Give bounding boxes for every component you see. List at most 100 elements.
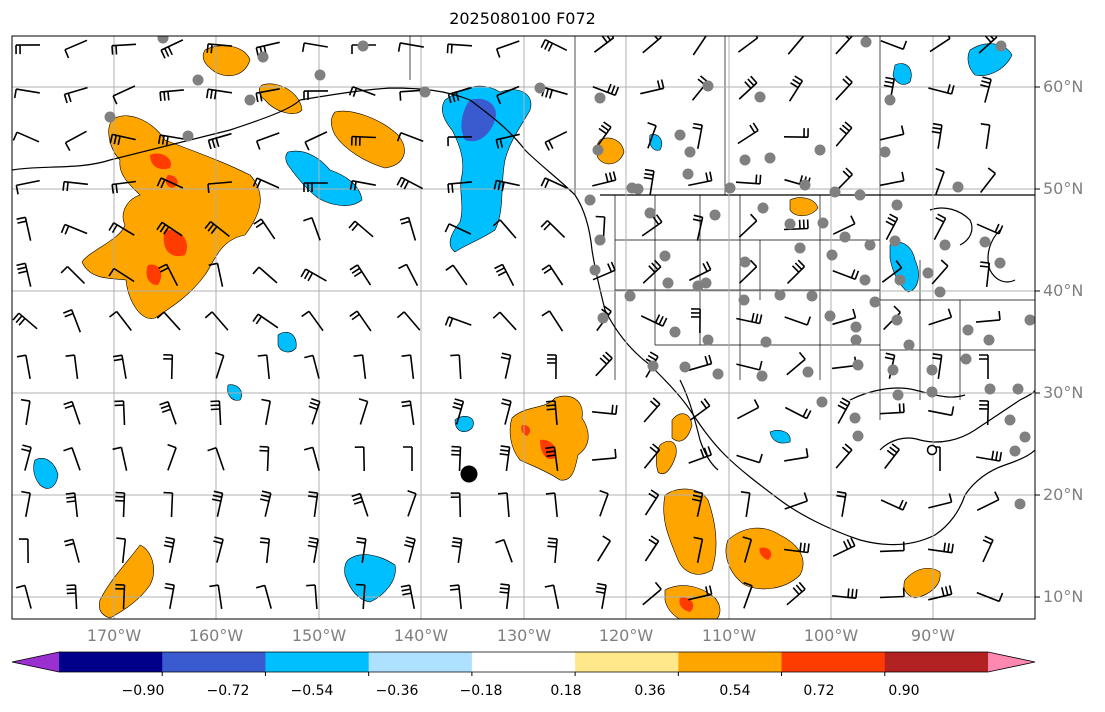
wind-barb [737,122,759,145]
wind-barb [401,400,415,426]
station-marker [1024,314,1035,326]
station-marker [850,321,862,333]
station-marker [1012,383,1024,395]
colorbar-swatch [884,652,989,672]
colorbar-label: 0.18 [550,683,582,699]
wind-barb [403,446,413,471]
wind-barb [62,180,88,192]
lat-label-10: 10°N [1043,587,1084,606]
wind-barb [401,354,415,379]
wind-barb [596,121,612,148]
wind-barb [160,39,184,59]
colorbar-swatch [368,652,473,672]
station-marker [864,239,876,251]
station-marker [850,334,862,346]
lon-label-110w: 110°W [701,626,757,645]
wind-barb [540,220,566,238]
wind-barb [738,259,758,284]
wind-barb [836,490,847,517]
wind-barb [688,354,713,372]
wind-barb [928,84,955,95]
station-marker [922,267,934,279]
wind-barb [63,400,81,425]
negative-anomaly-region [454,416,474,433]
wind-barb [64,130,87,151]
wind-barb [495,133,520,149]
station-marker [814,144,826,156]
station-marker [891,199,903,211]
wind-barb [835,121,853,147]
wind-barb [253,218,276,240]
wind-barb [111,180,137,194]
wind-barb [979,167,997,193]
wind-barb [928,493,953,509]
wind-barb [398,263,419,286]
wind-barb [163,491,174,518]
station-markers [104,36,1035,510]
wind-barb [742,536,753,563]
wind-barb [784,316,812,326]
station-marker [684,146,696,158]
lat-label-60: 60°N [1043,77,1084,96]
lon-label-150w: 150°W [291,626,347,645]
wind-barb [447,86,472,104]
wind-barb [641,214,663,237]
station-marker [952,181,964,193]
wind-barb [879,587,905,599]
station-marker [869,296,881,308]
colorbar-label: −0.36 [375,683,419,699]
station-marker [887,364,899,376]
station-marker [794,242,806,254]
station-marker [984,383,996,395]
station-marker [826,249,838,261]
station-marker [926,364,938,376]
lat-label-20: 20°N [1043,485,1084,504]
station-marker [799,179,811,191]
station-marker [584,194,596,206]
wind-barb [547,537,558,563]
wind-barb [449,584,462,609]
station-marker [756,370,768,382]
wind-barb [407,489,417,517]
station-marker [724,182,736,194]
station-marker [852,430,864,442]
wind-barb [157,134,184,146]
wind-barb [209,584,223,610]
colorbar-outline [11,651,1036,673]
map-title: 2025080100 F072 [449,9,596,28]
wind-barb [451,537,463,564]
wind-barb [640,79,665,95]
wind-barb [928,585,953,601]
wind-barb [880,171,905,187]
colorbar-swatch [265,652,370,672]
wind-barb [495,40,520,58]
wind-barb [109,133,136,146]
wind-barb [65,492,79,517]
wind-barb [255,88,280,103]
wind-barb [60,223,88,235]
wind-barb [13,88,40,99]
station-marker [754,91,766,103]
wind-barb [784,492,809,510]
station-marker [104,111,116,123]
colorbar-label: −0.72 [206,683,250,699]
wind-barb [595,351,613,377]
wind-barb [301,42,328,53]
station-marker [926,386,938,398]
negative-anomaly-region [285,150,363,206]
wind-barb [927,542,954,554]
wind-barb [935,167,945,195]
colorbar-swatch [678,652,783,672]
wind-barb [688,446,713,464]
wind-barb [396,176,423,190]
station-marker [624,290,636,302]
wind-barb [786,351,806,376]
wind-barb [500,352,512,379]
wind-barb [880,39,908,51]
station-marker [892,389,904,401]
storm-center-marker [460,465,478,483]
wind-barb [257,354,270,379]
wind-barb [21,444,32,471]
wind-barb [63,538,80,563]
wind-barb [111,43,137,55]
